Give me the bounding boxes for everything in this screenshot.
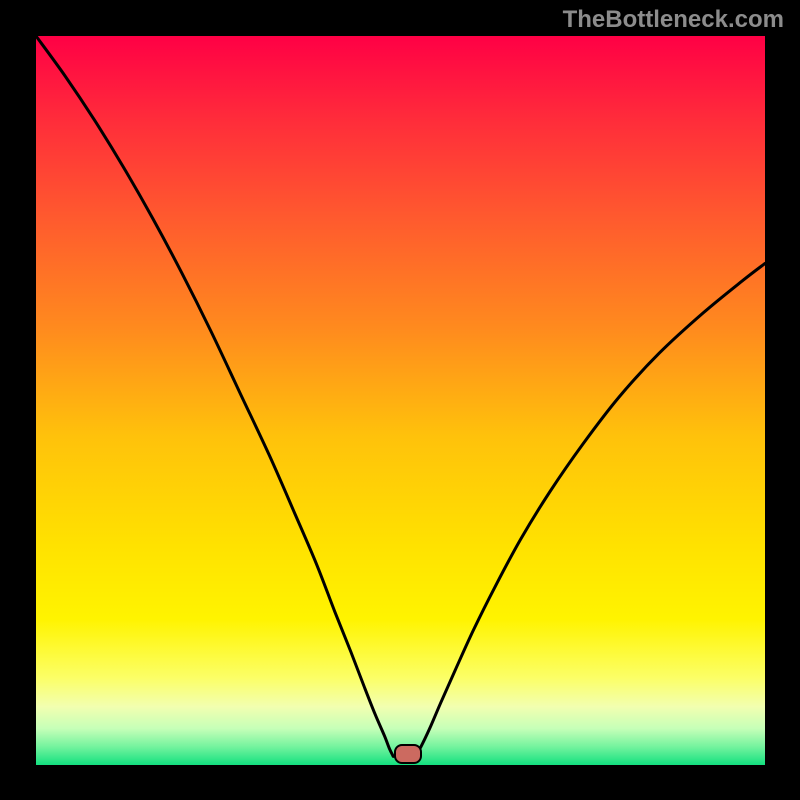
chart-frame: TheBottleneck.com: [0, 0, 800, 800]
watermark-text: TheBottleneck.com: [563, 6, 784, 34]
plot-area: [36, 36, 765, 765]
minimum-marker: [394, 744, 422, 764]
bottleneck-curve: [36, 36, 765, 765]
